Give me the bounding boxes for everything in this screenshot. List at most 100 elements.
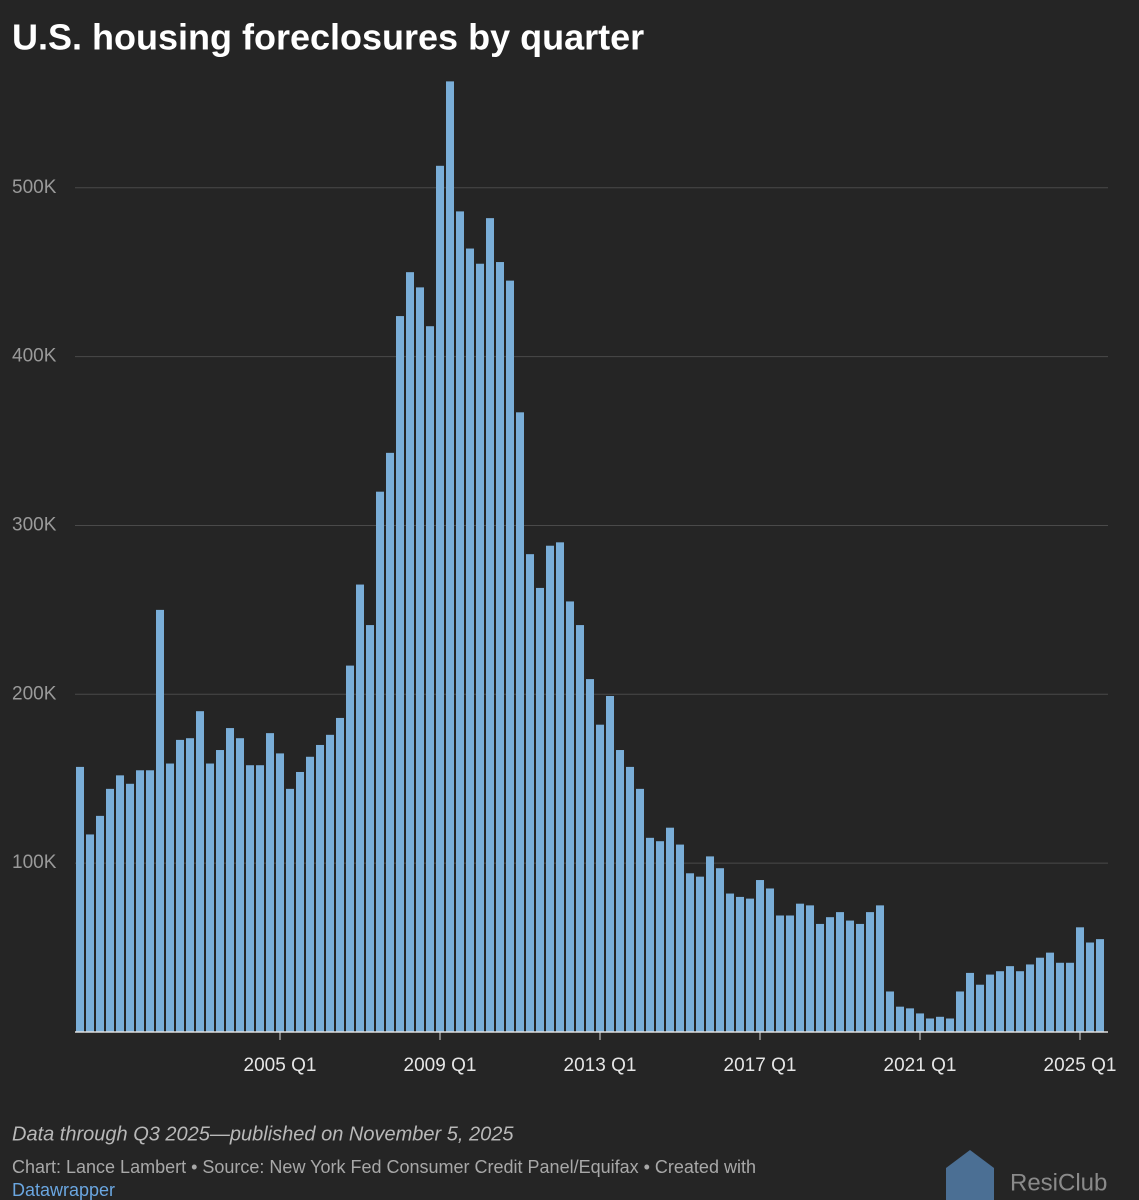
credit: Chart: Lance Lambert • Source: New York … xyxy=(12,1157,756,1177)
bar xyxy=(816,923,824,1032)
bar xyxy=(726,893,734,1032)
x-tick-label: 2021 Q1 xyxy=(884,1055,957,1076)
bar xyxy=(156,609,164,1032)
bar xyxy=(436,165,444,1033)
bar xyxy=(556,542,564,1032)
bar xyxy=(426,326,434,1032)
bar xyxy=(346,665,354,1032)
bar xyxy=(106,788,114,1032)
bar xyxy=(906,1008,914,1032)
bar xyxy=(296,771,304,1032)
bar xyxy=(746,898,754,1032)
bar xyxy=(706,856,714,1032)
bar xyxy=(966,972,974,1032)
bar xyxy=(246,765,254,1032)
bar xyxy=(236,738,244,1032)
bar xyxy=(1046,952,1054,1032)
bar xyxy=(876,905,884,1032)
bar xyxy=(1086,942,1094,1032)
bar xyxy=(196,711,204,1032)
bar xyxy=(986,974,994,1032)
bar xyxy=(146,770,154,1032)
bar xyxy=(826,917,834,1032)
bar xyxy=(416,287,424,1033)
bar xyxy=(646,837,654,1032)
logo-text: ResiClub xyxy=(1010,1169,1107,1196)
y-tick-label: 200K xyxy=(12,683,57,704)
chart-title: U.S. housing foreclosures by quarter xyxy=(12,17,644,58)
bar xyxy=(186,738,194,1032)
bar xyxy=(996,971,1004,1032)
bar xyxy=(206,763,214,1032)
bar xyxy=(696,876,704,1032)
bar xyxy=(866,912,874,1032)
bar xyxy=(606,695,614,1032)
bar xyxy=(136,770,144,1032)
logo-icon xyxy=(946,1150,994,1200)
x-tick-label: 2013 Q1 xyxy=(564,1055,637,1076)
bar xyxy=(546,545,554,1032)
bar xyxy=(336,717,344,1032)
bar xyxy=(666,827,674,1032)
bar xyxy=(256,765,264,1032)
bar xyxy=(776,915,784,1032)
bar xyxy=(786,915,794,1032)
bar xyxy=(886,991,894,1032)
bar xyxy=(326,734,334,1032)
x-tick-label: 2005 Q1 xyxy=(244,1055,317,1076)
x-tick-label: 2017 Q1 xyxy=(724,1055,797,1076)
bar xyxy=(796,903,804,1032)
bar xyxy=(516,412,524,1032)
bar xyxy=(216,750,224,1032)
bar xyxy=(376,491,384,1033)
bar xyxy=(226,728,234,1032)
bar xyxy=(1056,962,1064,1032)
x-tick-label: 2009 Q1 xyxy=(404,1055,477,1076)
bar xyxy=(1096,939,1104,1032)
bar xyxy=(936,1016,944,1032)
bar xyxy=(806,905,814,1032)
bar xyxy=(486,218,494,1032)
bar xyxy=(766,888,774,1032)
bar xyxy=(506,280,514,1032)
bar xyxy=(396,316,404,1032)
bar xyxy=(176,739,184,1032)
bar xyxy=(496,262,504,1032)
bar xyxy=(446,81,454,1032)
bar xyxy=(856,923,864,1032)
bar xyxy=(836,912,844,1032)
bar xyxy=(946,1018,954,1032)
bar xyxy=(596,724,604,1032)
bar xyxy=(716,868,724,1032)
bar xyxy=(626,766,634,1032)
bar xyxy=(656,841,664,1032)
bar xyxy=(406,272,414,1032)
credit-link[interactable]: Datawrapper xyxy=(12,1180,115,1200)
bar xyxy=(76,766,84,1032)
bar xyxy=(636,788,644,1032)
bar xyxy=(896,1006,904,1032)
bar xyxy=(1076,927,1084,1032)
bar xyxy=(846,920,854,1032)
bar xyxy=(976,984,984,1032)
x-tick-label: 2025 Q1 xyxy=(1044,1055,1117,1076)
bar xyxy=(586,679,594,1032)
bar xyxy=(306,756,314,1032)
bar xyxy=(1026,964,1034,1032)
bar xyxy=(956,991,964,1032)
bar xyxy=(916,1013,924,1032)
bar xyxy=(356,584,364,1032)
bar xyxy=(456,211,464,1033)
bar xyxy=(736,896,744,1032)
bar xyxy=(576,625,584,1032)
bar xyxy=(1006,966,1014,1032)
bar xyxy=(126,783,134,1032)
y-tick-label: 300K xyxy=(12,514,57,535)
bar xyxy=(676,844,684,1032)
bar xyxy=(386,452,394,1032)
bar xyxy=(276,753,284,1032)
bar xyxy=(536,587,544,1032)
logo-shape xyxy=(946,1150,994,1200)
bar xyxy=(166,763,174,1032)
